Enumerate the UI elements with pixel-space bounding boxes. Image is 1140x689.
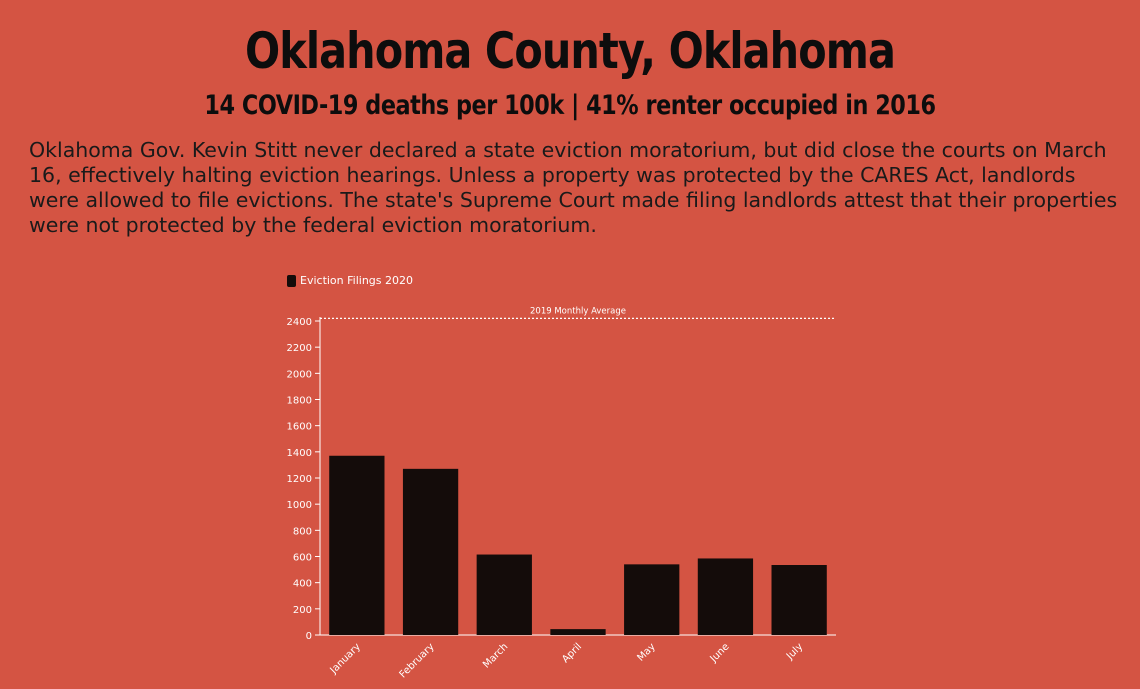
chart-legend: Eviction Filings 2020	[287, 274, 413, 287]
bar-february	[402, 468, 459, 635]
x-tick-label: February	[398, 641, 437, 680]
y-tick-label: 2200	[287, 343, 312, 354]
bar-july	[771, 565, 827, 635]
x-tick-label: June	[708, 641, 732, 665]
y-tick-label: 0	[306, 631, 312, 642]
legend-label: Eviction Filings 2020	[300, 274, 414, 287]
x-tick-label: May	[635, 641, 657, 663]
x-tick-label: July	[784, 641, 805, 662]
page-title: Oklahoma County, Oklahoma	[245, 22, 896, 80]
reference-line-label: 2019 Monthly Average	[530, 306, 626, 316]
legend-swatch	[287, 274, 296, 287]
description-text: Oklahoma Gov. Kevin Stitt never declared…	[29, 138, 1118, 237]
bar-march	[476, 554, 532, 635]
bar-may	[624, 564, 680, 635]
y-tick-label: 1400	[287, 448, 312, 459]
y-tick-label: 1800	[287, 396, 312, 407]
bar-june	[697, 558, 754, 635]
bar-january	[329, 455, 385, 635]
y-tick-label: 400	[293, 579, 312, 590]
y-tick-label: 200	[293, 605, 312, 616]
y-tick-label: 600	[293, 553, 312, 564]
x-tick-label: March	[481, 641, 510, 670]
x-tick-label: January	[328, 641, 363, 676]
y-tick-label: 1600	[287, 422, 312, 433]
y-tick-label: 1000	[287, 500, 312, 511]
y-tick-label: 1200	[287, 474, 312, 485]
y-tick-label: 2400	[287, 317, 312, 328]
y-tick-label: 2000	[287, 369, 312, 380]
bar-april	[550, 629, 606, 635]
x-tick-label: April	[560, 641, 584, 665]
page-subtitle: 14 COVID-19 deaths per 100k | 41% renter…	[204, 90, 936, 121]
y-tick-label: 800	[293, 526, 312, 537]
